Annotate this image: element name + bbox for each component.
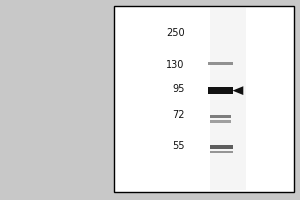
Bar — [208, 87, 232, 94]
Bar — [208, 62, 232, 65]
Text: 130: 130 — [166, 60, 184, 70]
Bar — [210, 115, 231, 118]
Text: 72: 72 — [172, 110, 184, 120]
Bar — [210, 145, 233, 149]
Text: 250: 250 — [166, 28, 184, 38]
Polygon shape — [232, 86, 243, 95]
Text: 95: 95 — [172, 84, 184, 94]
Bar — [210, 120, 231, 123]
Bar — [210, 151, 233, 153]
Bar — [210, 8, 246, 190]
Text: 55: 55 — [172, 141, 184, 151]
Bar — [114, 6, 294, 192]
